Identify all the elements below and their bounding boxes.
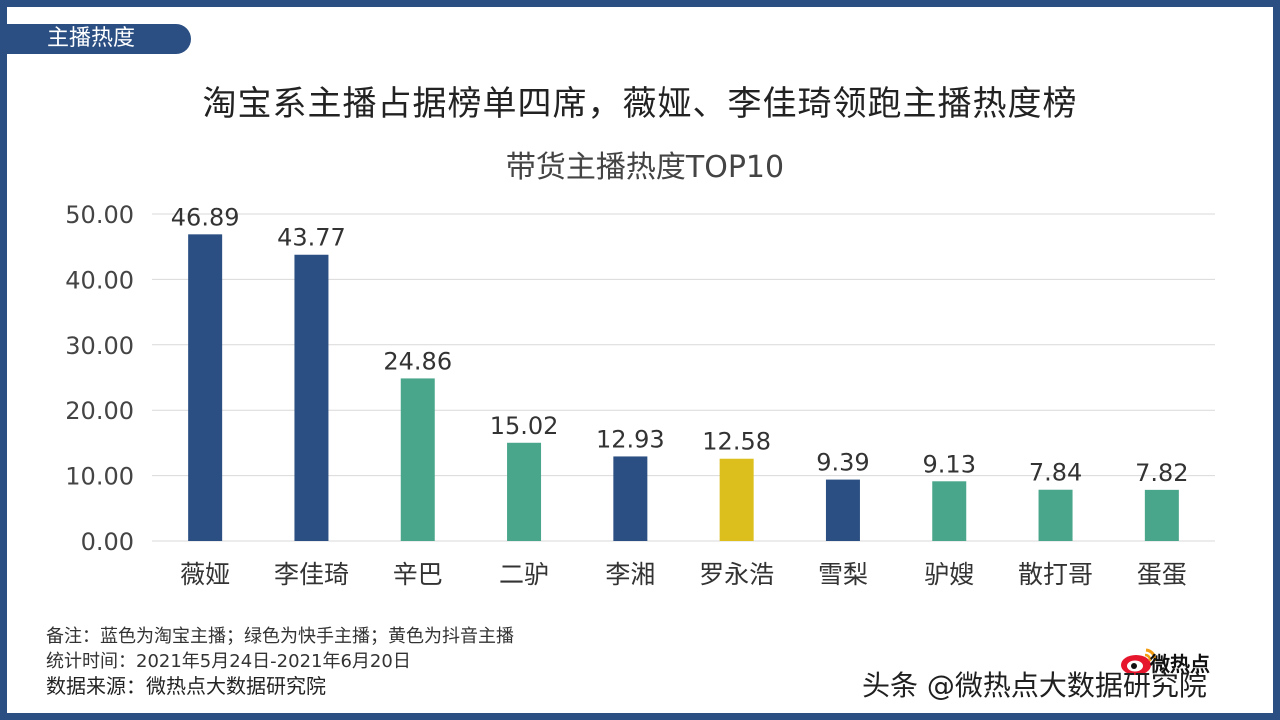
bar-10 — [1144, 489, 1179, 541]
bar-9 — [1038, 489, 1073, 541]
bar-8 — [932, 481, 967, 541]
value-label: 46.89 — [171, 203, 240, 231]
y-tick-label: 10.00 — [65, 463, 134, 491]
value-label: 15.02 — [490, 412, 559, 440]
gridlines — [152, 213, 1215, 542]
logo-text: 微热点 — [1150, 652, 1210, 676]
category-label: 罗永浩 — [699, 560, 774, 589]
value-label: 24.86 — [383, 347, 452, 375]
category-label: 散打哥 — [1018, 560, 1093, 589]
period-note: 统计时间：2021年5月24日-2021年6月20日 — [46, 651, 411, 672]
bar-6 — [719, 458, 754, 541]
bar-2 — [294, 254, 329, 541]
category-label: 雪梨 — [818, 560, 868, 589]
notes-block: 备注：蓝色为淘宝主播；绿色为快手主播；黄色为抖音主播 统计时间：2021年5月2… — [46, 624, 514, 699]
value-label: 12.58 — [702, 428, 771, 456]
weibo-logo-icon — [1121, 648, 1157, 675]
bar-1 — [188, 234, 223, 541]
category-label: 蛋蛋 — [1137, 560, 1187, 589]
y-tick-label: 30.00 — [65, 332, 134, 360]
category-label: 李佳琦 — [274, 560, 349, 589]
value-label: 9.39 — [816, 449, 869, 477]
section-tag: 主播热度 — [7, 24, 191, 54]
bar-7 — [825, 479, 860, 541]
y-tick-label: 20.00 — [65, 397, 134, 425]
source-note: 数据来源：微热点大数据研究院 — [46, 674, 326, 698]
value-label: 12.93 — [596, 425, 665, 453]
value-labels: 46.89 43.77 24.86 15.02 12.93 12.58 9.39 9.13 7.… — [171, 203, 1189, 487]
category-label: 驴嫂 — [924, 560, 974, 589]
y-tick-label: 40.00 — [65, 266, 134, 294]
bar-3 — [400, 378, 435, 541]
chart-title: 带货主播热度TOP10 — [506, 150, 784, 185]
watermark: 头条 @微热点大数据研究院 — [862, 669, 1207, 702]
remark-note: 备注：蓝色为淘宝主播；绿色为快手主播；黄色为抖音主播 — [46, 626, 514, 647]
bar-5 — [613, 456, 648, 541]
bars — [188, 234, 1179, 541]
value-label: 9.13 — [923, 450, 976, 478]
y-tick-label: 0.00 — [81, 528, 134, 556]
value-label: 7.82 — [1135, 459, 1188, 487]
category-label: 二驴 — [499, 560, 549, 589]
x-axis-labels: 薇娅 李佳琦 辛巴 二驴 李湘 罗永浩 雪梨 驴嫂 散打哥 蛋蛋 — [180, 560, 1187, 589]
bar-4 — [507, 442, 542, 541]
y-tick-label: 50.00 — [65, 201, 134, 229]
value-label: 43.77 — [277, 224, 346, 252]
y-axis-ticks: 0.00 10.00 20.00 30.00 40.00 50.00 — [65, 201, 134, 556]
page-title: 淘宝系主播占据榜单四席，薇娅、李佳琦领跑主播热度榜 — [202, 84, 1078, 124]
category-label: 辛巴 — [393, 560, 443, 589]
category-label: 薇娅 — [180, 560, 230, 589]
category-label: 李湘 — [605, 560, 655, 589]
value-label: 7.84 — [1029, 459, 1082, 487]
